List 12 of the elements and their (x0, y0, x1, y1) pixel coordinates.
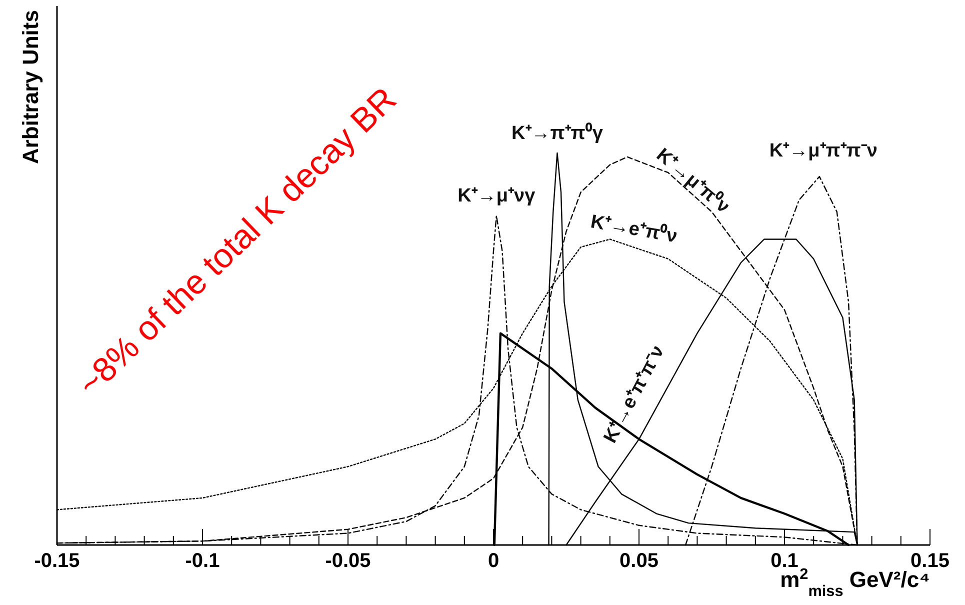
x-tick-label: 0.1 (770, 550, 798, 572)
series-label: K⁺→π⁺π⁰γ (512, 122, 604, 144)
x-tick-label: -0.1 (185, 550, 220, 572)
x-tick-label: 0.05 (620, 550, 658, 572)
text: K⁺→e⁺π⁰ν (589, 210, 679, 248)
x-tick-label: -0.15 (34, 550, 80, 572)
y-axis-title: Arbitrary Units (18, 10, 43, 164)
x-tick-label: 0 (488, 550, 500, 572)
x-tick-label: 0.15 (910, 550, 950, 572)
series-label: K⁺→μ⁺νγ (458, 186, 536, 207)
x-tick-label: -0.05 (325, 550, 371, 572)
series-label: K⁺→μ⁺π⁺π⁻ν (769, 140, 878, 162)
